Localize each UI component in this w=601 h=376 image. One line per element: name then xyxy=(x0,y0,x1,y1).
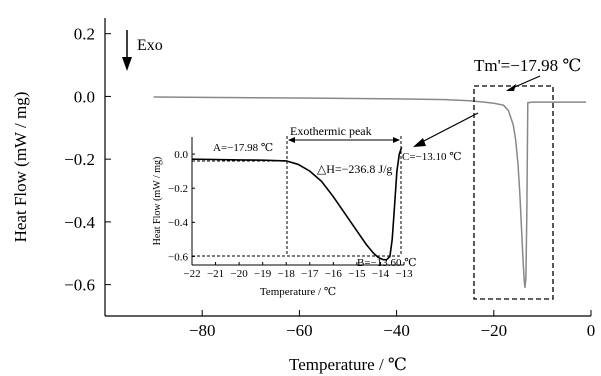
inset-y-tick-label: −0.2 xyxy=(168,183,188,195)
main-y-tick-label: −0.2 xyxy=(64,150,95,169)
inset-y-ticks: 0.0 −0.2 −0.4 −0.6 xyxy=(168,149,195,263)
zoom-region-box xyxy=(473,85,554,300)
inset-x-tick-label: −22 xyxy=(183,268,200,280)
main-y-tick-label: 0.0 xyxy=(74,87,95,106)
main-y-ticks: 0.2 0.0 −0.2 −0.4 −0.6 xyxy=(64,25,111,295)
main-x-tick-label: −60 xyxy=(286,321,313,340)
inset-x-tick-label: −20 xyxy=(231,268,249,280)
main-series-line xyxy=(153,96,587,288)
point-a-label: A=−17.98 ℃ xyxy=(213,142,273,154)
exo-label: Exo xyxy=(137,37,163,54)
inset-x-tick-label: −21 xyxy=(207,268,224,280)
inset-x-tick-label: −17 xyxy=(301,268,319,280)
main-x-tick-label: −80 xyxy=(189,321,216,340)
span-right-arrow-icon xyxy=(393,137,400,143)
exo-indicator: Exo xyxy=(122,30,163,71)
inset-x-tick-label: −18 xyxy=(278,268,296,280)
inset-plot: 0.0 −0.2 −0.4 −0.6 −22 −21 −20 −19 −18 −17 −16 −15… xyxy=(152,124,462,298)
inset-x-axis-label: Temperature / ℃ xyxy=(260,286,336,298)
main-y-tick-label: −0.6 xyxy=(64,276,95,295)
inset-x-tick-label: −16 xyxy=(325,268,343,280)
main-y-tick-label: 0.2 xyxy=(74,25,95,44)
inset-x-tick-label: −13 xyxy=(395,268,413,280)
point-b-label: B=−13.60 ℃ xyxy=(357,257,417,269)
inset-x-tick-label: −19 xyxy=(254,268,272,280)
enthalpy-label: △H=−236.8 J/g xyxy=(317,162,392,176)
main-y-tick-label: −0.4 xyxy=(64,213,95,232)
inset-x-tick-label: −15 xyxy=(348,268,366,280)
main-x-axis-label: Temperature / ℃ xyxy=(289,355,407,374)
point-c-label: C=−13.10 ℃ xyxy=(402,151,462,163)
main-y-axis-label: Heat Flow (mW / mg) xyxy=(11,92,30,243)
inset-y-tick-label: −0.6 xyxy=(168,251,188,263)
inset-y-axis-label: Heat Flow (mW / mg) xyxy=(152,157,163,246)
inset-background xyxy=(182,130,407,265)
inset-pointer-arrow-icon xyxy=(413,138,426,147)
main-x-tick-label: 0 xyxy=(587,321,596,340)
main-x-tick-label: −40 xyxy=(383,321,410,340)
inset-y-tick-label: −0.4 xyxy=(168,217,188,229)
inset-x-tick-label: −14 xyxy=(372,268,390,280)
exothermic-peak-span xyxy=(288,137,400,143)
exothermic-peak-label: Exothermic peak xyxy=(290,124,372,138)
main-x-tick-label: −20 xyxy=(481,321,508,340)
inset-x-ticks: −22 −21 −20 −19 −18 −17 −16 −15 −14 −13 xyxy=(183,262,413,280)
tm-arrow-icon xyxy=(506,84,516,91)
tm-label: Tm'=−17.98 ℃ xyxy=(474,56,581,75)
inset-y-tick-label: 0.0 xyxy=(174,149,188,161)
inset-series-line xyxy=(191,146,403,261)
main-plot: 0.2 0.0 −0.2 −0.4 −0.6 −80 −60 −40 −20 0 Heat Fl… xyxy=(11,18,595,374)
exo-arrow-icon xyxy=(122,57,132,71)
span-left-arrow-icon xyxy=(288,137,295,143)
inset-pointer-line xyxy=(417,112,479,145)
main-x-ticks: −80 −60 −40 −20 0 xyxy=(189,310,595,340)
